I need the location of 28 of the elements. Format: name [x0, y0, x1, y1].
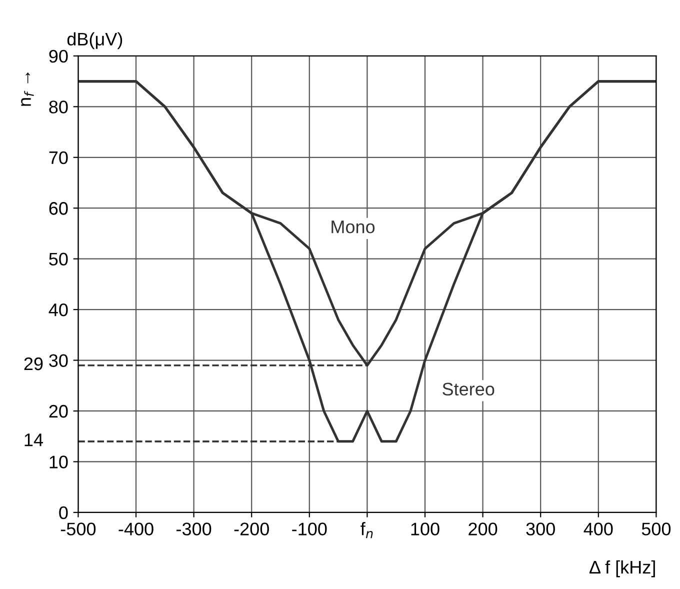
x-tick-label: -400: [118, 522, 154, 536]
ref-line-label: 14: [24, 434, 43, 446]
x-tick-label: -500: [60, 522, 96, 536]
text: n$_{f}$ →: [21, 72, 34, 106]
x-tick-label: 200: [468, 522, 498, 536]
y-tick-label: 80: [49, 100, 68, 114]
y-tick-label: 70: [49, 151, 68, 164]
y-tick-label: 60: [49, 202, 68, 215]
x-tick-label: 100: [411, 522, 440, 536]
y-tick-label: 10: [50, 456, 68, 468]
y-tick-label: 30: [49, 354, 68, 367]
x-tick-label: -200: [234, 522, 269, 536]
y-axis-title: dB(μV): [67, 32, 122, 50]
y-tick-label: 40: [48, 303, 68, 316]
x-axis-title: Δ f [kHz]: [589, 560, 655, 578]
x-tick-label: f$_{n}$: [360, 522, 373, 538]
y-tick-label: 50: [49, 252, 68, 266]
ref-line-label: 29: [24, 357, 43, 370]
x-tick-label: 400: [584, 522, 613, 536]
x-tick-label: -100: [292, 522, 327, 536]
series-label: Stereo: [442, 382, 494, 396]
x-tick-label: 300: [526, 522, 555, 536]
y-tick-label: 0: [59, 506, 68, 520]
series-label: Mono: [332, 220, 375, 234]
y-tick-label: 20: [49, 404, 68, 418]
x-tick-label: -300: [176, 522, 212, 536]
x-tick-label: 500: [642, 522, 671, 536]
y-tick-label: 90: [49, 50, 68, 63]
